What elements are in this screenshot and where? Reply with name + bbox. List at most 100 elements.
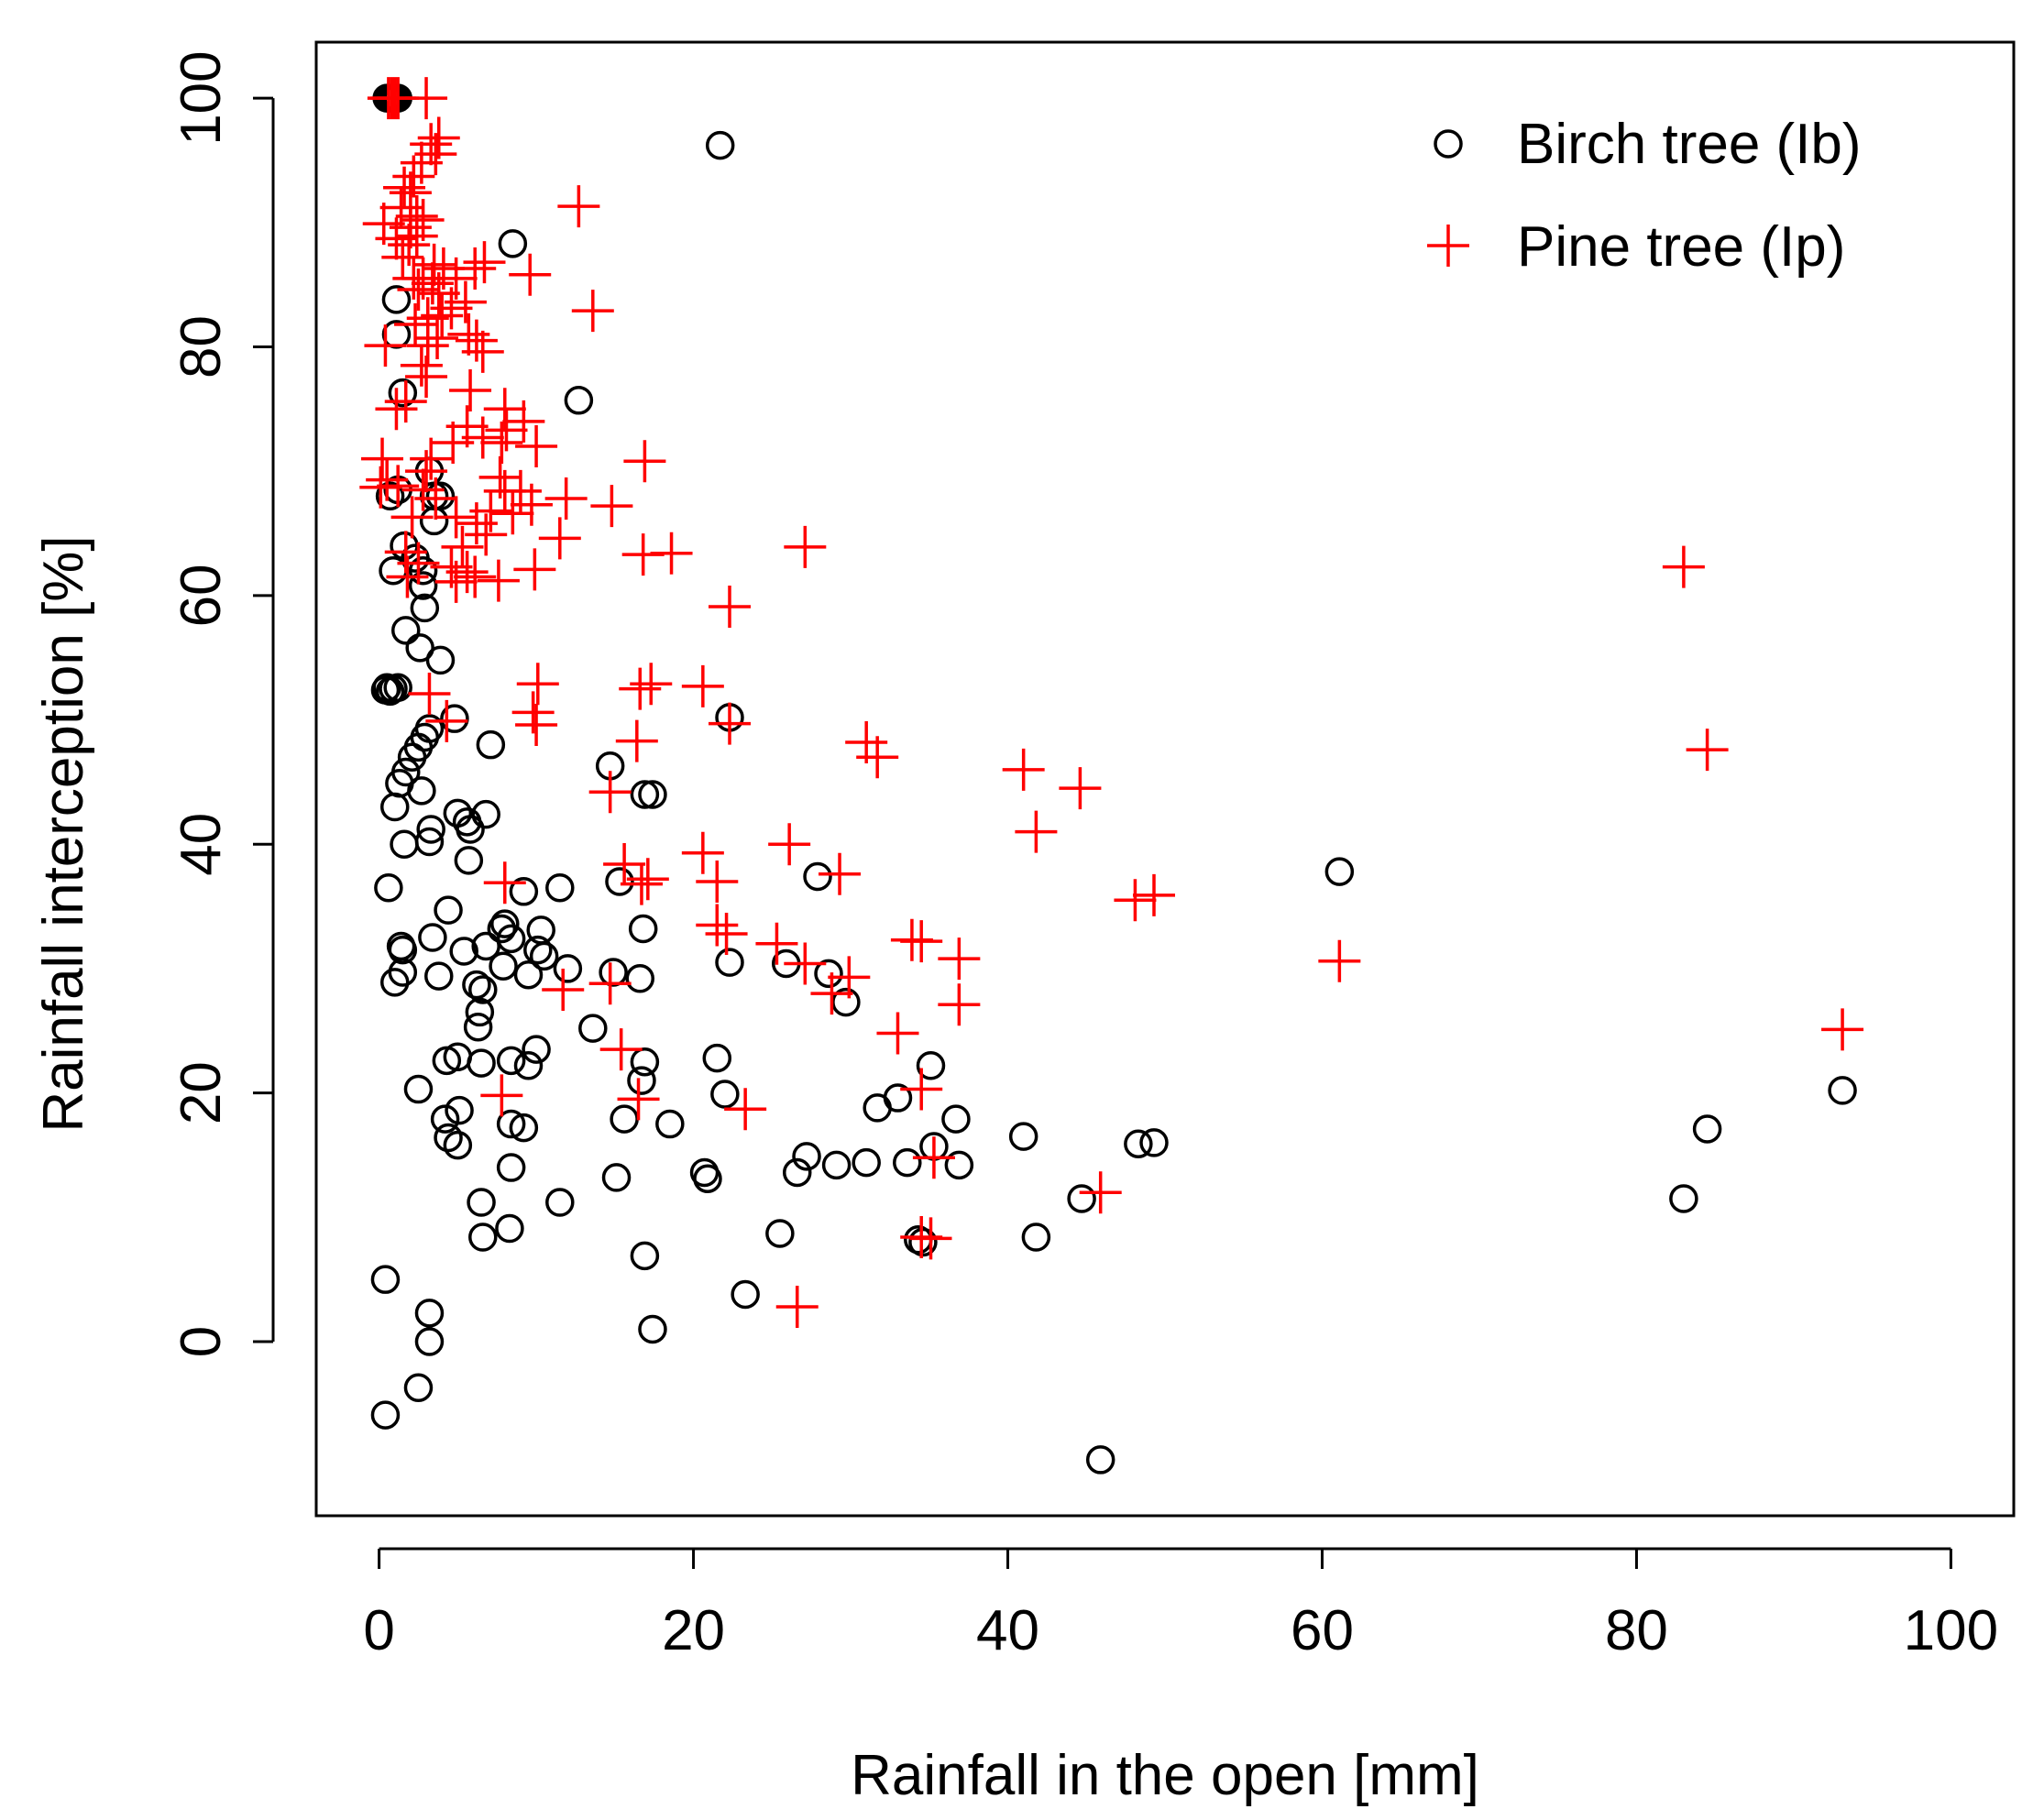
birch-point: [509, 877, 539, 906]
birch-point: [388, 378, 418, 408]
pine-point: [463, 241, 506, 284]
pine-point: [454, 555, 497, 598]
pine-point: [599, 1028, 643, 1071]
birch-point: [440, 704, 469, 733]
birch-point: [416, 815, 445, 844]
x-axis: 0 20 40 60 80 100: [363, 1547, 1998, 1662]
pine-point: [454, 247, 497, 290]
pine-point: [388, 224, 431, 267]
birch-point: [630, 1047, 660, 1077]
pine-point: [856, 736, 899, 779]
pine-point: [400, 344, 443, 387]
pine-point: [1133, 873, 1175, 916]
pine-point: [502, 400, 545, 443]
x-tick-label: 20: [662, 1599, 725, 1662]
birch-point: [471, 931, 500, 961]
pine-point: [405, 356, 448, 399]
pine-point: [377, 465, 420, 508]
pine-point: [708, 702, 751, 745]
birch-point: [702, 1043, 732, 1073]
birch-point: [467, 1188, 496, 1217]
birch-point: [509, 1113, 539, 1143]
pine-point: [755, 922, 798, 965]
pine-point: [909, 1217, 952, 1260]
pine-point: [410, 123, 453, 166]
pine-point: [696, 860, 739, 903]
birch-point: [430, 1104, 460, 1134]
birch-point: [383, 673, 412, 703]
birch-point: [434, 1123, 463, 1153]
birch-point: [630, 780, 660, 809]
pine-point: [364, 324, 407, 367]
pine-point: [465, 513, 508, 556]
birch-point: [454, 846, 484, 875]
pine-point: [626, 858, 669, 901]
pine-point: [571, 290, 614, 333]
x-tick-label: 80: [1605, 1599, 1668, 1662]
birch-point: [443, 1130, 473, 1160]
birch-point: [627, 1066, 656, 1095]
birch-point: [625, 964, 655, 993]
pine-point: [1114, 879, 1157, 922]
pine-point: [483, 861, 526, 905]
birch-point: [523, 935, 553, 965]
pine-point: [444, 280, 487, 323]
pine-point: [425, 699, 468, 742]
birch-point: [379, 792, 410, 822]
y-tick-label: 40: [170, 813, 233, 876]
birch-point: [655, 1109, 685, 1139]
birch-point: [375, 481, 405, 511]
pine-point: [938, 983, 981, 1026]
pine-point: [375, 388, 418, 431]
pine-point: [630, 663, 673, 706]
y-tick-label: 0: [170, 1326, 233, 1357]
pine-point: [810, 972, 853, 1015]
birch-point: [1021, 1222, 1051, 1252]
x-tick-label: 0: [363, 1599, 394, 1662]
birch-point: [529, 941, 559, 971]
birch-point: [1324, 857, 1355, 886]
birch-point: [693, 1164, 722, 1194]
legend-birch-label: Birch tree (Ib): [1517, 113, 1862, 176]
birch-point: [545, 1188, 575, 1217]
birch-series: [370, 83, 1857, 1475]
birch-point: [414, 1327, 445, 1356]
pine-point: [650, 532, 693, 575]
birch-point: [434, 895, 463, 925]
pine-point: [681, 664, 724, 707]
pine-point: [538, 517, 581, 560]
birch-point: [449, 937, 478, 966]
legend-birch-symbol: [1434, 129, 1463, 159]
birch-point: [628, 914, 658, 944]
pine-point: [768, 823, 811, 866]
birch-point: [425, 481, 456, 511]
pine-point: [383, 166, 426, 209]
pine-point: [394, 303, 437, 346]
birch-point: [1008, 1122, 1038, 1151]
birch-point: [605, 867, 634, 896]
birch-point: [498, 229, 528, 258]
pine-point: [515, 425, 558, 468]
pine-point: [557, 185, 600, 228]
pine-point: [516, 663, 559, 706]
birch-point: [710, 1080, 740, 1109]
pine-point: [681, 831, 724, 874]
x-axis-title: Rainfall in the open [mm]: [851, 1744, 1479, 1807]
birch-point: [495, 1213, 524, 1244]
birch-point: [381, 285, 412, 314]
birch-point: [513, 959, 544, 990]
birch-point: [496, 1153, 526, 1182]
pine-point: [775, 1286, 819, 1329]
birch-point: [610, 1104, 639, 1134]
pine-point: [417, 116, 460, 159]
pine-point: [381, 236, 424, 279]
pine-point: [408, 673, 451, 716]
pine-point: [405, 77, 448, 120]
pine-point: [912, 1136, 955, 1179]
birch-point: [792, 1142, 821, 1171]
birch-point: [418, 923, 447, 952]
pine-point: [1059, 767, 1102, 810]
birch-point: [496, 1109, 526, 1139]
pine-point: [405, 450, 448, 493]
birch-point: [462, 970, 491, 1000]
